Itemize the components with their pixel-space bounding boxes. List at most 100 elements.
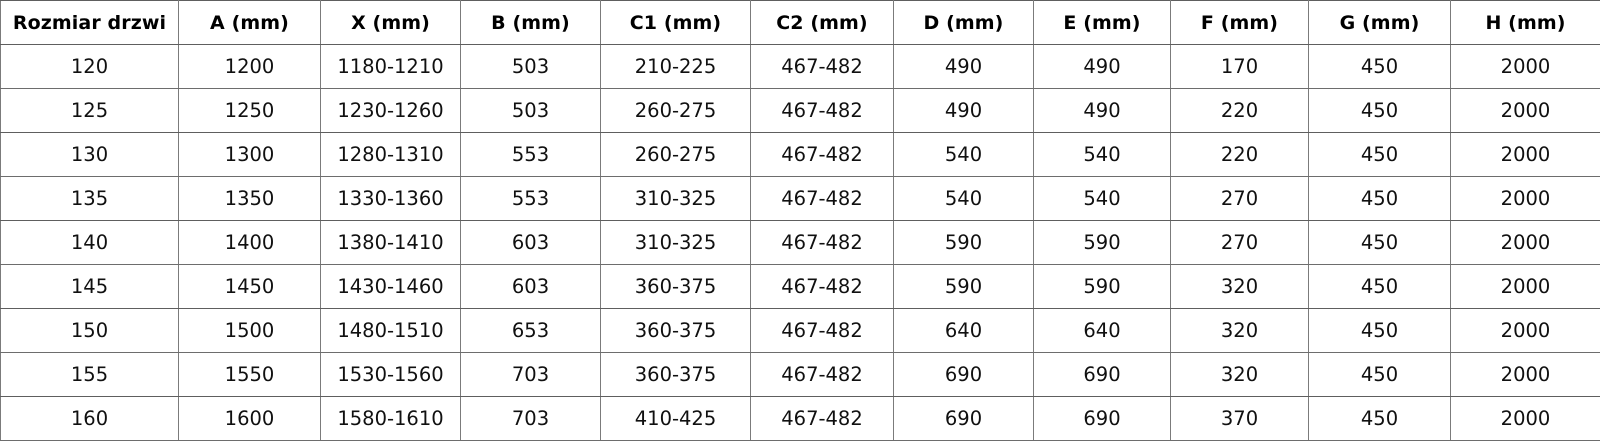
cell-a: 1300 <box>178 132 321 177</box>
cell-c1: 310-325 <box>600 176 751 221</box>
cell-f: 170 <box>1170 44 1309 89</box>
cell-e: 540 <box>1033 176 1171 221</box>
cell-c2: 467-482 <box>750 308 894 353</box>
table-row: 140 1400 1380-1410 603 310-325 467-482 5… <box>0 220 1600 265</box>
cell-b: 603 <box>460 220 601 265</box>
cell-e: 490 <box>1033 88 1171 133</box>
cell-h: 2000 <box>1450 396 1600 441</box>
cell-a: 1600 <box>178 396 321 441</box>
cell-x: 1430-1460 <box>320 264 461 309</box>
cell-c2: 467-482 <box>750 132 894 177</box>
cell-c1: 260-275 <box>600 132 751 177</box>
cell-size: 125 <box>0 88 179 133</box>
cell-a: 1550 <box>178 352 321 397</box>
column-header-f: F (mm) <box>1170 0 1309 45</box>
cell-c1: 360-375 <box>600 264 751 309</box>
cell-e: 690 <box>1033 396 1171 441</box>
cell-b: 503 <box>460 88 601 133</box>
column-header-g: G (mm) <box>1308 0 1451 45</box>
cell-h: 2000 <box>1450 44 1600 89</box>
cell-d: 590 <box>893 220 1034 265</box>
cell-d: 540 <box>893 132 1034 177</box>
cell-c2: 467-482 <box>750 44 894 89</box>
cell-size: 155 <box>0 352 179 397</box>
cell-d: 690 <box>893 352 1034 397</box>
cell-f: 320 <box>1170 264 1309 309</box>
cell-size: 150 <box>0 308 179 353</box>
column-header-a: A (mm) <box>178 0 321 45</box>
cell-size: 145 <box>0 264 179 309</box>
cell-g: 450 <box>1308 132 1451 177</box>
cell-c1: 310-325 <box>600 220 751 265</box>
column-header-size: Rozmiar drzwi <box>0 0 179 45</box>
column-header-c2: C2 (mm) <box>750 0 894 45</box>
cell-d: 490 <box>893 44 1034 89</box>
cell-size: 160 <box>0 396 179 441</box>
cell-d: 540 <box>893 176 1034 221</box>
cell-h: 2000 <box>1450 308 1600 353</box>
cell-a: 1200 <box>178 44 321 89</box>
cell-h: 2000 <box>1450 264 1600 309</box>
column-header-x: X (mm) <box>320 0 461 45</box>
cell-c2: 467-482 <box>750 88 894 133</box>
column-header-h: H (mm) <box>1450 0 1600 45</box>
table-row: 130 1300 1280-1310 553 260-275 467-482 5… <box>0 132 1600 177</box>
cell-c2: 467-482 <box>750 176 894 221</box>
cell-g: 450 <box>1308 44 1451 89</box>
cell-b: 503 <box>460 44 601 89</box>
table-row: 145 1450 1430-1460 603 360-375 467-482 5… <box>0 264 1600 309</box>
column-header-d: D (mm) <box>893 0 1034 45</box>
cell-h: 2000 <box>1450 132 1600 177</box>
column-header-e: E (mm) <box>1033 0 1171 45</box>
cell-f: 270 <box>1170 220 1309 265</box>
cell-g: 450 <box>1308 352 1451 397</box>
cell-d: 690 <box>893 396 1034 441</box>
column-header-b: B (mm) <box>460 0 601 45</box>
cell-h: 2000 <box>1450 176 1600 221</box>
cell-c1: 360-375 <box>600 352 751 397</box>
cell-e: 590 <box>1033 220 1171 265</box>
cell-size: 120 <box>0 44 179 89</box>
table-header: Rozmiar drzwi A (mm) X (mm) B (mm) C1 (m… <box>0 0 1600 45</box>
table-row: 155 1550 1530-1560 703 360-375 467-482 6… <box>0 352 1600 397</box>
table-row: 160 1600 1580-1610 703 410-425 467-482 6… <box>0 396 1600 441</box>
cell-x: 1380-1410 <box>320 220 461 265</box>
cell-c2: 467-482 <box>750 352 894 397</box>
table-row: 135 1350 1330-1360 553 310-325 467-482 5… <box>0 176 1600 221</box>
column-header-c1: C1 (mm) <box>600 0 751 45</box>
cell-c1: 360-375 <box>600 308 751 353</box>
cell-a: 1350 <box>178 176 321 221</box>
cell-size: 135 <box>0 176 179 221</box>
cell-g: 450 <box>1308 220 1451 265</box>
cell-c1: 410-425 <box>600 396 751 441</box>
cell-b: 553 <box>460 132 601 177</box>
cell-h: 2000 <box>1450 88 1600 133</box>
cell-e: 590 <box>1033 264 1171 309</box>
cell-h: 2000 <box>1450 220 1600 265</box>
cell-a: 1400 <box>178 220 321 265</box>
cell-b: 703 <box>460 396 601 441</box>
cell-d: 490 <box>893 88 1034 133</box>
cell-b: 703 <box>460 352 601 397</box>
cell-x: 1330-1360 <box>320 176 461 221</box>
cell-a: 1450 <box>178 264 321 309</box>
cell-b: 553 <box>460 176 601 221</box>
cell-e: 540 <box>1033 132 1171 177</box>
cell-e: 640 <box>1033 308 1171 353</box>
cell-f: 220 <box>1170 132 1309 177</box>
cell-c2: 467-482 <box>750 396 894 441</box>
cell-x: 1180-1210 <box>320 44 461 89</box>
cell-x: 1530-1560 <box>320 352 461 397</box>
table-row: 150 1500 1480-1510 653 360-375 467-482 6… <box>0 308 1600 353</box>
cell-f: 270 <box>1170 176 1309 221</box>
cell-f: 320 <box>1170 308 1309 353</box>
cell-g: 450 <box>1308 88 1451 133</box>
cell-x: 1480-1510 <box>320 308 461 353</box>
table-row: 125 1250 1230-1260 503 260-275 467-482 4… <box>0 88 1600 133</box>
cell-b: 653 <box>460 308 601 353</box>
table-row: 120 1200 1180-1210 503 210-225 467-482 4… <box>0 44 1600 89</box>
cell-c1: 210-225 <box>600 44 751 89</box>
cell-x: 1230-1260 <box>320 88 461 133</box>
